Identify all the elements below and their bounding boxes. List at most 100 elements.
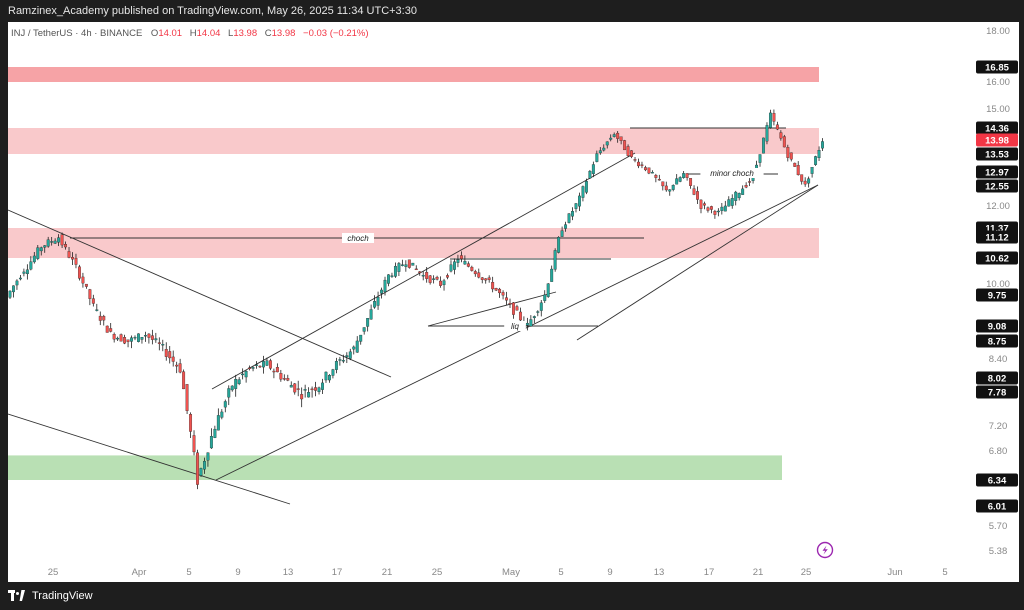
tradingview-logo[interactable]: TradingView (8, 590, 93, 602)
legend-change: −0.03 (−0.21%) (303, 28, 369, 39)
candle-up (137, 333, 140, 342)
candle-up (678, 177, 682, 182)
price-level-label: 11.37 (985, 224, 1008, 235)
candle-up (591, 164, 595, 174)
annotation-bg (504, 321, 526, 331)
candle-up (265, 360, 269, 366)
candle-up (338, 359, 342, 361)
price-level-label: 16.85 (985, 63, 1009, 74)
candle-up (737, 193, 741, 199)
candle-down (446, 275, 449, 278)
candle-up (734, 191, 738, 201)
candle-up (741, 188, 745, 195)
candle-down (171, 356, 175, 362)
candle-down (279, 373, 283, 380)
candle-up (560, 230, 564, 237)
candle-up (532, 316, 536, 319)
price-level-badge: 6.01 (976, 499, 1018, 513)
candle-down (98, 315, 102, 321)
price-level-badge: 9.75 (976, 288, 1018, 302)
candle-down (157, 342, 161, 344)
candle-up (567, 213, 571, 223)
candle-up (730, 198, 734, 206)
x-tick-label: Jun (887, 567, 902, 578)
price-level-badge-bg (976, 230, 1018, 244)
candle-down (501, 292, 505, 296)
candle-down (748, 181, 752, 183)
candle-down (619, 136, 623, 141)
candle-down (268, 360, 272, 369)
candle-up (376, 297, 380, 306)
candle-up (397, 263, 401, 272)
candle-down (282, 378, 286, 380)
candle-up (383, 279, 387, 293)
candle-up (393, 265, 397, 277)
candle-up (143, 335, 147, 337)
lightning-icon[interactable] (816, 541, 834, 559)
demand-zone (8, 455, 782, 480)
price-level-badge: 13.98 (976, 133, 1018, 147)
price-level-badge-bg (976, 371, 1018, 385)
candle-down (498, 288, 502, 294)
legend-open: 14.01 (158, 28, 182, 39)
price-level-badge: 7.78 (976, 385, 1018, 399)
legend-low: 13.98 (233, 28, 257, 39)
x-tick-label: 9 (235, 567, 240, 578)
candle-up (161, 344, 165, 346)
candle-up (574, 203, 578, 209)
candle-down (706, 207, 710, 211)
candle-up (251, 367, 255, 369)
candle-down (150, 335, 154, 340)
y-tick-label: 8.40 (989, 354, 1008, 365)
x-tick-label: Apr (132, 567, 147, 578)
chart-frame[interactable]: choch liq minor choch 25 Apr 5 9 13 17 21 25 May 5 9… (8, 22, 1019, 582)
price-level-label: 10.62 (985, 254, 1009, 265)
candle-up (411, 262, 415, 266)
candle-down (293, 383, 297, 393)
candle-down (626, 146, 630, 156)
candle-up (18, 277, 22, 280)
candle-up (380, 289, 383, 294)
candle-up (227, 388, 231, 398)
candle-down (77, 266, 81, 279)
candle-up (821, 141, 824, 149)
candle-up (237, 379, 241, 385)
candle-up (366, 318, 370, 327)
price-level-badge-bg (976, 60, 1018, 74)
price-level-badge-bg (976, 473, 1018, 487)
price-chart[interactable]: choch liq minor choch 25 Apr 5 9 13 17 21 25 May 5 9… (8, 22, 1019, 582)
candle-down (64, 244, 68, 248)
annotation-choch: choch (347, 234, 369, 243)
candle-up (223, 401, 227, 408)
candle-up (39, 247, 43, 252)
price-level-badge: 9.08 (976, 319, 1018, 333)
supply-zone (8, 228, 819, 258)
candle-up (668, 189, 672, 192)
candle-down (696, 191, 699, 200)
candle-up (355, 340, 359, 353)
candle-up (36, 247, 40, 259)
candle-down (692, 188, 696, 195)
candle-down (126, 339, 130, 342)
candle-down (275, 367, 279, 373)
candle-up (765, 125, 769, 142)
price-level-label: 8.02 (988, 374, 1007, 385)
candle-up (557, 237, 561, 253)
candle-up (571, 211, 574, 217)
price-level-badge-bg (976, 385, 1018, 399)
candle-up (421, 274, 425, 277)
candle-up (550, 268, 554, 282)
price-level-label: 13.53 (985, 150, 1009, 161)
candle-down (643, 167, 647, 171)
candle-up (203, 460, 206, 470)
price-level-badge: 8.02 (976, 371, 1018, 385)
candle-down (494, 288, 498, 291)
candle-up (46, 239, 50, 247)
candle-down (512, 302, 515, 315)
candle-up (588, 171, 592, 179)
candle-up (348, 351, 352, 359)
annotation-bg (342, 233, 374, 243)
candle-up (255, 364, 258, 366)
candle-down (119, 334, 123, 342)
candle-up (546, 283, 550, 297)
